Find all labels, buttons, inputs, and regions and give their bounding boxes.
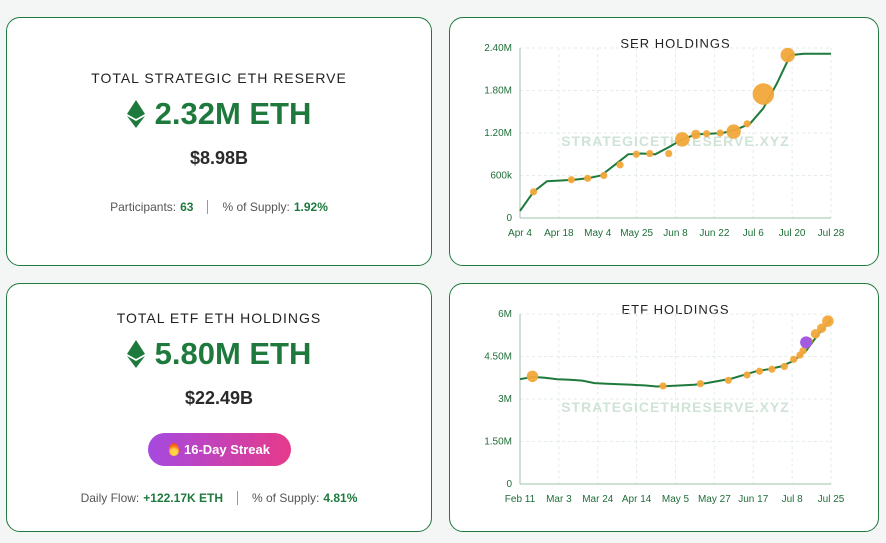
reserve-title: TOTAL STRATEGIC ETH RESERVE [91, 70, 347, 86]
data-point [780, 47, 795, 63]
data-point [780, 362, 788, 371]
data-point [584, 174, 592, 182]
meta-divider [207, 200, 209, 214]
reserve-meta-row: Participants: 63 % of Supply: 1.92% [7, 200, 431, 214]
data-point [816, 323, 827, 333]
data-point [822, 315, 834, 327]
etf-holdings-chart: ETF HOLDINGS 0 1.50M 3M 4.50M 6M Feb 11 Mar 3 Ma… [484, 302, 845, 505]
x-tick-label: Apr 4 [508, 228, 532, 239]
y-tick-label: 1.80M [484, 86, 512, 97]
x-tick-label: Feb 11 [505, 494, 536, 505]
data-point [726, 124, 741, 139]
reserve-amount: 2.32M ETH [154, 96, 312, 131]
watermark: STRATEGICETHRESERVE.XYZ [561, 399, 790, 415]
data-point [790, 355, 798, 363]
y-tick-label: 0 [506, 213, 512, 224]
participants-label: Participants: [110, 200, 177, 214]
data-point [799, 347, 807, 355]
data-point [755, 367, 764, 375]
supply-label: % of Supply: [222, 200, 290, 214]
data-point [691, 129, 701, 140]
etf-amount: 5.80M ETH [154, 336, 312, 371]
y-tick-label: 3M [498, 394, 512, 405]
data-point [743, 120, 751, 128]
participants-value: 63 [180, 200, 194, 214]
ethereum-diamond-icon [126, 340, 145, 368]
x-tick-label: Mar 3 [546, 494, 572, 505]
etf-meta-row: Daily Flow: +122.17K ETH % of Supply: 4.… [7, 491, 431, 505]
x-tick-label: May 5 [662, 494, 690, 505]
x-tick-label: Apr 14 [622, 494, 652, 505]
x-tick-label: Mar 24 [582, 494, 614, 505]
ser-holdings-chart: SER HOLDINGS 0 600k 1.20M 1.80M 2.40M Apr 4 Apr… [484, 36, 845, 239]
reserve-usd-value: $8.98B [189, 148, 249, 168]
data-point [703, 130, 711, 138]
etf-stat-card: TOTAL ETF ETH HOLDINGS 5.80M ETH $22.49B… [6, 283, 432, 532]
x-tick-label: May 27 [698, 494, 731, 505]
y-tick-label: 2.40M [484, 43, 512, 54]
supply-value: 1.92% [293, 200, 328, 214]
data-point [743, 371, 751, 379]
data-point [600, 171, 608, 180]
data-point [768, 365, 776, 373]
x-tick-label: May 25 [620, 228, 653, 239]
supply-value: 4.81% [323, 491, 358, 505]
streak-badge: 16-Day Streak [148, 433, 291, 466]
reserve-stat-card: TOTAL STRATEGIC ETH RESERVE 2.32M ETH $8… [6, 17, 432, 266]
x-tick-label: Jun 17 [738, 494, 768, 505]
supply-label: % of Supply: [252, 491, 320, 505]
x-tick-label: Jul 8 [782, 494, 804, 505]
highlight-point [800, 336, 813, 349]
data-point [616, 161, 624, 169]
y-tick-label: 1.20M [484, 128, 512, 139]
data-point [724, 376, 732, 384]
meta-divider [237, 491, 238, 505]
etf-amount-row: 5.80M ETH [7, 336, 431, 372]
etf-title: TOTAL ETF ETH HOLDINGS [116, 310, 322, 326]
streak-label: 16-Day Streak [184, 442, 270, 457]
x-tick-label: Jul 25 [818, 494, 845, 505]
data-point [752, 83, 775, 105]
y-tick-label: 0 [506, 479, 512, 490]
data-point [567, 176, 575, 184]
x-tick-label: Jul 6 [743, 228, 765, 239]
reserve-amount-row: 2.32M ETH [7, 96, 431, 132]
data-point [529, 188, 538, 196]
daily-flow-label: Daily Flow: [80, 491, 140, 505]
data-point [632, 150, 640, 158]
chart-title: SER HOLDINGS [620, 36, 730, 51]
data-point [675, 132, 690, 147]
data-point [716, 129, 724, 137]
data-point [659, 382, 667, 390]
x-tick-label: Jul 28 [818, 228, 845, 239]
etf-holdings-chart-card: ETF HOLDINGS 0 1.50M 3M 4.50M 6M Feb 11 Mar 3 Ma… [449, 283, 879, 532]
series-line [519, 319, 832, 388]
x-tick-label: May 4 [584, 228, 612, 239]
x-tick-label: Apr 18 [544, 228, 574, 239]
flame-icon [169, 443, 179, 456]
daily-flow-value: +122.17K ETH [143, 491, 223, 505]
etf-usd-value: $22.49B [184, 388, 254, 408]
data-point [526, 370, 539, 383]
ethereum-diamond-icon [126, 100, 145, 128]
y-tick-label: 1.50M [484, 437, 512, 448]
data-point [665, 149, 673, 158]
y-tick-label: 600k [490, 171, 513, 182]
y-tick-label: 4.50M [484, 352, 512, 363]
data-point [646, 149, 654, 158]
chart-title: ETF HOLDINGS [621, 302, 729, 317]
x-tick-label: Jun 22 [699, 228, 729, 239]
y-tick-label: 6M [498, 309, 512, 320]
x-tick-label: Jul 20 [779, 228, 806, 239]
data-point [810, 329, 821, 339]
data-point [696, 380, 704, 388]
x-tick-label: Jun 8 [663, 228, 688, 239]
ser-holdings-chart-card: SER HOLDINGS 0 600k 1.20M 1.80M 2.40M Apr 4 Apr… [449, 17, 879, 266]
